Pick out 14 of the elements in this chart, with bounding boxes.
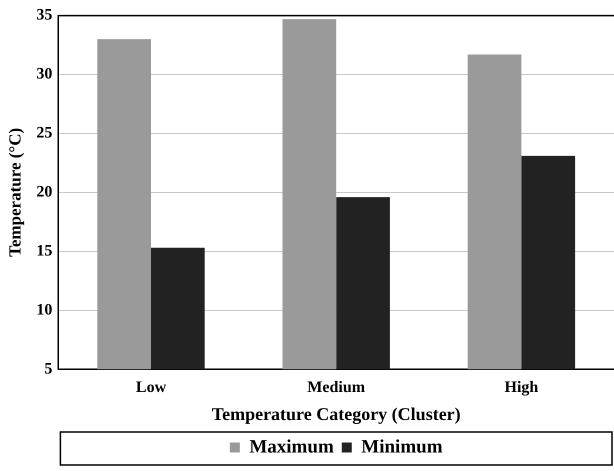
x-axis-title: Temperature Category (Cluster) bbox=[212, 404, 461, 424]
y-tick-label: 15 bbox=[36, 242, 52, 260]
y-tick-label: 30 bbox=[36, 66, 52, 83]
x-tick-label: Low bbox=[136, 378, 167, 396]
x-tick-label: Medium bbox=[307, 378, 366, 396]
legend-label: Minimum bbox=[361, 436, 443, 458]
y-tick-label: 10 bbox=[36, 301, 52, 318]
y-tick-label: 25 bbox=[36, 124, 52, 142]
y-tick-label: 35 bbox=[36, 6, 52, 24]
legend-label: Maximum bbox=[249, 436, 334, 458]
y-axis-title: Temperature (°C) bbox=[6, 128, 25, 257]
y-tick-label: 20 bbox=[36, 184, 52, 201]
x-tick-label: High bbox=[504, 378, 538, 396]
y-tick-label: 5 bbox=[44, 360, 52, 378]
